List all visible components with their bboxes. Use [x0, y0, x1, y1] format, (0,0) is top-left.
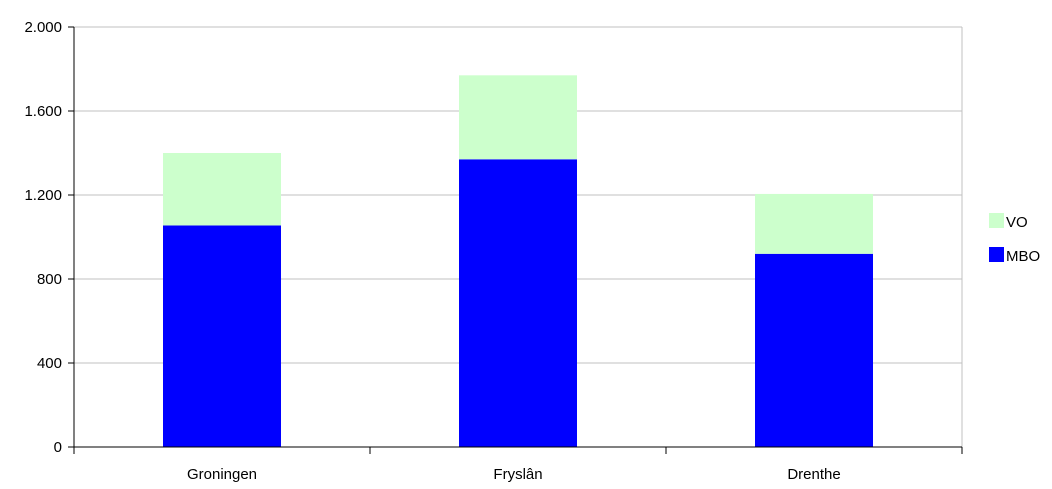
- y-tick-label: 1.600: [24, 103, 62, 120]
- y-tick-label: 400: [37, 355, 62, 372]
- legend: VO MBO: [989, 213, 1040, 265]
- y-tick-label: 800: [37, 271, 62, 288]
- bars: [163, 75, 873, 448]
- bar-vo-2: [755, 193, 873, 254]
- y-tick-label: 0: [54, 439, 62, 456]
- y-tick-label: 1.200: [24, 187, 62, 204]
- bar-vo-1: [459, 75, 577, 160]
- bar-mbo-0: [163, 225, 281, 447]
- y-tick-label: 2.000: [24, 19, 62, 36]
- legend-label-mbo: MBO: [1006, 248, 1040, 265]
- axes: 0 400 800 1.200 1.600 2.000 Groningen Fryslân Dr…: [24, 19, 963, 483]
- bar-mbo-2: [755, 253, 873, 447]
- legend-swatch-vo: [989, 213, 1004, 228]
- x-tick-label: Drenthe: [787, 466, 840, 483]
- legend-swatch-mbo: [989, 247, 1004, 262]
- x-tick-label: Groningen: [187, 466, 257, 483]
- bar-vo-0: [163, 153, 281, 226]
- x-tick-label: Fryslân: [493, 466, 542, 483]
- bar-mbo-1: [459, 159, 577, 448]
- legend-label-vo: VO: [1006, 214, 1028, 231]
